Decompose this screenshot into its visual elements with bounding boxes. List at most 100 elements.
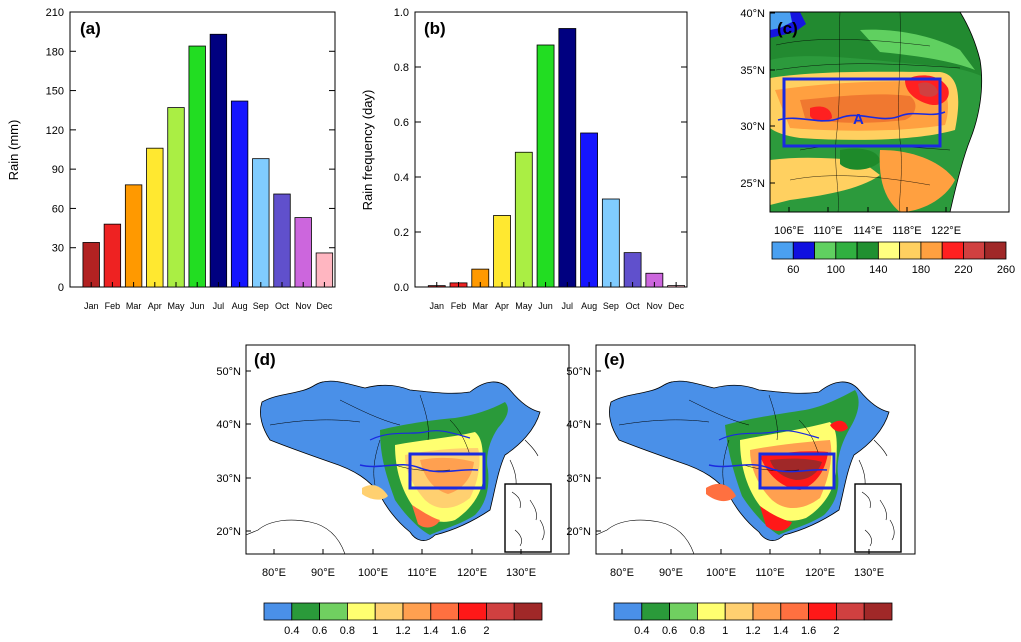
panel-d-yellow-river	[369, 430, 471, 441]
x-tick-label: May	[167, 301, 185, 311]
lon-tick-label: 118°E	[892, 225, 921, 237]
y-tick-label: 1.0	[394, 7, 409, 19]
colorbar-label: 0.8	[340, 625, 355, 637]
x-tick-label: Jan	[84, 301, 99, 311]
colorbar-label: 1.6	[451, 625, 466, 637]
x-tick-label: Sep	[603, 301, 619, 311]
bar-jun	[536, 44, 555, 288]
x-tick-label: Dec	[668, 301, 685, 311]
bar-mar	[124, 184, 143, 288]
panel-d-inset	[504, 483, 552, 553]
colorbar-label: 0.6	[662, 625, 677, 637]
colorbar-label: 0.4	[634, 625, 649, 637]
panel-d-field	[246, 380, 552, 554]
panel-d-colorbar: 0.4 0.6 0.8 1 1.2 1.4 1.6 2	[263, 602, 543, 637]
panel-e-colorbar: 0.4 0.6 0.8 1 1.2 1.4 1.6 2	[613, 602, 893, 637]
colorbar-label: 220	[954, 264, 972, 276]
bar-oct	[273, 193, 291, 288]
panel-d-lat-axis: 50°N 40°N 30°N 20°N	[216, 366, 251, 538]
bar-sep	[252, 158, 270, 288]
colorbar-bin	[877, 241, 901, 260]
lat-tick-label: 30°N	[566, 473, 591, 485]
panel-c-field-south	[770, 157, 880, 205]
x-tick-label: Nov	[295, 301, 312, 311]
panel-a-label: (a)	[80, 19, 101, 38]
colorbar-bin	[984, 241, 1007, 260]
lon-tick-label: 110°E	[813, 225, 842, 237]
panel-c-map: A 40°N35°N30°N25°N 106°E 110°E 114°E 118°E 1…	[740, 8, 1015, 276]
lon-tick-label: 90°E	[659, 567, 683, 579]
lon-tick-label: 120°E	[457, 567, 487, 579]
panel-e-field-peak	[770, 458, 822, 480]
panel-e-field-sw	[706, 483, 736, 502]
bar-aug	[230, 100, 249, 288]
panel-c-box-a	[782, 77, 942, 148]
panel-d-frame	[245, 344, 570, 555]
x-tick-label: Mar	[126, 301, 142, 311]
x-tick-label: Oct	[275, 301, 290, 311]
lat-tick-label: 30°N	[216, 473, 241, 485]
panel-c-field-peak	[918, 82, 938, 97]
x-tick-label: May	[515, 301, 533, 311]
bar-apr	[146, 147, 164, 288]
lon-tick-label: 80°E	[262, 567, 286, 579]
colorbar-bin	[963, 241, 986, 260]
lon-tick-label: 110°E	[407, 567, 436, 579]
panel-c-lon-axis: 106°E 110°E 114°E 118°E 122°E	[774, 207, 961, 237]
panel-c-field-lightblue	[770, 12, 792, 30]
lat-tick-label: 30°N	[740, 121, 765, 133]
colorbar-bin	[430, 602, 459, 621]
bar-jul	[558, 28, 577, 288]
y-tick-label: 180	[46, 46, 64, 58]
colorbar-bin	[485, 602, 515, 621]
y-tick-label: 0.6	[394, 117, 409, 129]
colorbar-bin	[863, 602, 893, 621]
x-tick-label: Mar	[473, 301, 489, 311]
colorbar-bin	[374, 602, 404, 621]
panel-e-field-south-max	[760, 506, 792, 531]
colorbar-bin	[752, 602, 782, 621]
colorbar-label: 60	[787, 264, 799, 276]
panel-a-y-axis-title: Rain (mm)	[6, 120, 21, 181]
colorbar-label: 1.6	[801, 625, 816, 637]
panel-e-inset-islands	[861, 491, 895, 547]
lon-tick-label: 130°E	[854, 567, 884, 579]
panel-c-frame	[769, 11, 1010, 213]
x-tick-label: Aug	[232, 301, 248, 311]
colorbar-bin	[771, 241, 794, 260]
x-tick-label: Feb	[451, 301, 467, 311]
panel-c-box-label: A	[853, 111, 864, 128]
colorbar-bin	[458, 602, 487, 621]
panel-c-lat-axis: 40°N 35°N 30°N 25°N	[740, 8, 775, 190]
colorbar-label: 140	[869, 264, 887, 276]
bar-jul	[209, 33, 228, 288]
colorbar-bin	[920, 241, 943, 260]
lon-tick-label: 106°E	[774, 225, 804, 237]
lon-tick-label: 100°E	[358, 567, 388, 579]
colorbar-label: 100	[827, 264, 845, 276]
panel-d-label: (d)	[254, 350, 276, 369]
colorbar-label: 180	[912, 264, 930, 276]
colorbar-label: 0.4	[284, 625, 299, 637]
panel-a-x-axis: Jan Feb Mar Apr May Jun Jul Aug Sep Oct Nov Dec	[84, 282, 333, 311]
panel-b-label: (b)	[424, 19, 446, 38]
panel-e-lon-axis: 80°E 90°E 100°E 110°E 120°E 130°E	[610, 549, 884, 579]
colorbar-bin	[319, 602, 348, 621]
x-tick-label: Nov	[646, 301, 663, 311]
panel-c-coastline	[949, 12, 983, 212]
x-tick-label: Feb	[105, 301, 121, 311]
lat-tick-label: 40°N	[740, 8, 765, 20]
panel-b-y-axis: 0.0 0.2 0.4 0.6 0.8 1.0	[394, 7, 687, 294]
colorbar-label: 1.4	[773, 625, 788, 637]
panel-b-x-axis: Jan Feb Mar Apr May Jun Jul Aug Sep Oct Nov Dec	[430, 282, 685, 311]
lat-tick-label: 20°N	[566, 526, 591, 538]
panel-c-field-ne	[860, 29, 975, 71]
colorbar-bin	[291, 602, 320, 621]
bar-apr	[493, 215, 511, 288]
x-tick-label: Dec	[316, 301, 333, 311]
panel-d-field-south-max	[412, 505, 440, 528]
panel-e-field-ne-max	[830, 420, 848, 432]
x-tick-label: Oct	[626, 301, 641, 311]
y-tick-label: 30	[52, 243, 64, 255]
